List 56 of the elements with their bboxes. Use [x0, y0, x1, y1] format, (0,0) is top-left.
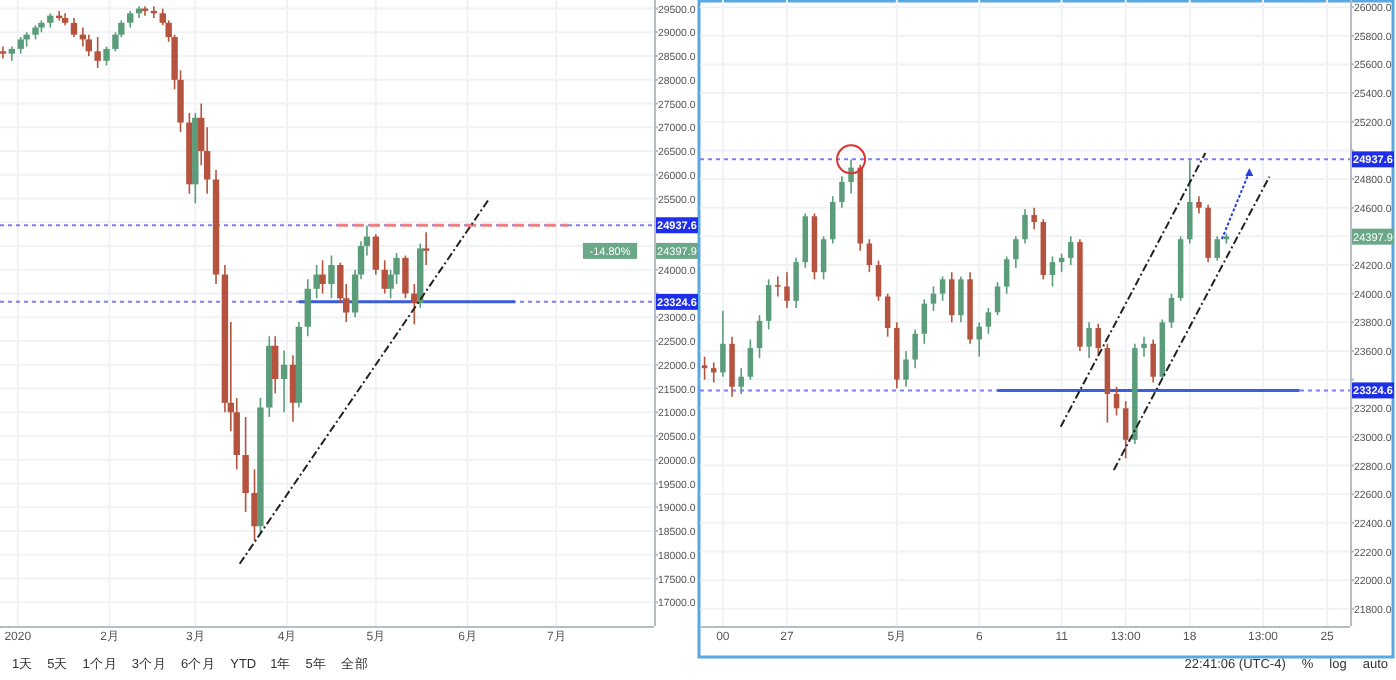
candlestick — [839, 175, 845, 209]
candlestick — [1168, 292, 1175, 329]
candlestick — [720, 310, 726, 378]
candlestick — [1031, 206, 1037, 230]
candlestick — [729, 335, 735, 398]
candlestick — [747, 338, 754, 381]
candlestick — [756, 314, 763, 359]
candlestick — [1214, 235, 1220, 262]
candlestick — [319, 259, 326, 295]
candlestick — [251, 468, 258, 542]
candlestick — [830, 195, 836, 245]
candlestick — [422, 231, 430, 266]
candlestick — [884, 292, 891, 338]
candlestick — [70, 17, 78, 38]
candlestick — [765, 278, 772, 331]
candlestick — [930, 285, 937, 312]
candlestick — [793, 257, 799, 309]
candlestick — [903, 350, 909, 388]
candlestick — [921, 298, 928, 345]
candlestick — [875, 259, 882, 302]
candlestick — [1150, 338, 1156, 384]
candlestick — [328, 254, 335, 300]
candlestick — [1022, 208, 1028, 245]
candlestick — [1141, 335, 1147, 358]
candlestick — [242, 416, 249, 513]
candlestick — [985, 307, 992, 335]
candlestick — [1122, 400, 1129, 460]
candlestick — [1104, 343, 1111, 424]
candlestick — [1013, 235, 1019, 269]
candlestick — [402, 254, 409, 300]
candlestick — [976, 321, 982, 358]
candlestick — [848, 158, 854, 195]
candlestick — [939, 275, 946, 302]
candlestick — [304, 278, 311, 338]
candlestick — [272, 335, 279, 395]
candlestick — [1049, 255, 1056, 288]
candlestick — [1086, 321, 1092, 359]
candlestick — [1095, 322, 1101, 355]
candlestick — [820, 235, 827, 281]
candlestick — [313, 264, 320, 300]
candlestick — [994, 281, 1001, 316]
candlestick — [1003, 255, 1010, 295]
candlestick — [958, 275, 964, 324]
candlestick — [1068, 235, 1074, 266]
candlestick — [280, 349, 288, 414]
candlestick — [1187, 159, 1193, 245]
candlestick — [94, 36, 101, 69]
candlestick — [912, 328, 918, 369]
candlestick — [701, 355, 708, 381]
candlestick — [802, 212, 809, 269]
candlestick — [738, 367, 744, 395]
candlestick — [949, 271, 955, 324]
candlestick — [103, 45, 110, 67]
candlestick — [85, 33, 92, 57]
candlestick — [372, 233, 380, 276]
candlestick — [289, 354, 297, 423]
